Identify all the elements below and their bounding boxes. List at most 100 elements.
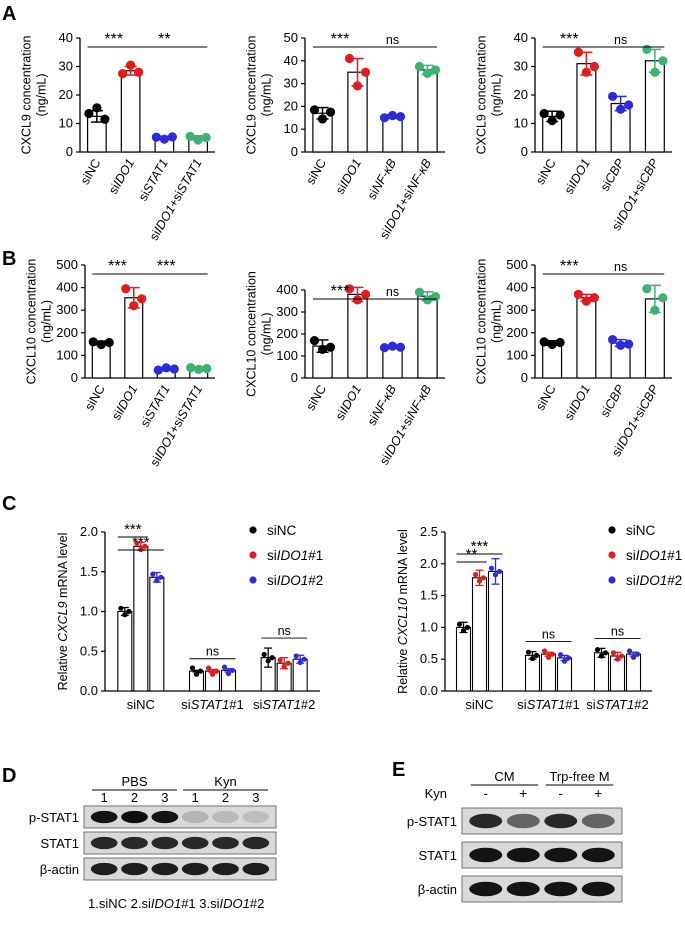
data-point <box>352 295 363 305</box>
data-point <box>618 653 625 659</box>
data-point <box>557 652 564 658</box>
x-tick-label: siNF-κB <box>365 157 399 202</box>
lane-number: 2 <box>131 790 138 805</box>
data-point <box>616 104 626 114</box>
data-point <box>281 663 287 669</box>
data-point <box>265 658 271 664</box>
panel-label-b: B <box>2 248 16 270</box>
data-point <box>430 292 441 302</box>
data-point <box>118 605 124 611</box>
bar <box>133 545 149 692</box>
x-tick-label: siNC <box>82 383 108 413</box>
x-tick-label: siIDO1 <box>333 383 364 423</box>
data-point <box>624 339 634 349</box>
x-tick-label: siNC <box>303 157 329 187</box>
data-point <box>642 284 652 294</box>
blot-band <box>90 810 118 824</box>
data-point <box>92 103 102 113</box>
x-tick-label: siNF-κB <box>365 383 399 428</box>
bar <box>576 297 597 379</box>
blot-band <box>242 836 270 850</box>
data-point <box>202 363 212 374</box>
data-point <box>209 671 216 677</box>
data-point <box>352 81 363 91</box>
data-point <box>395 112 406 122</box>
data-point <box>422 68 433 78</box>
bar <box>347 293 368 379</box>
y-tick-label: 1.5 <box>420 588 438 603</box>
data-point <box>138 546 144 553</box>
data-point <box>186 363 196 373</box>
y-tick-label: 2.5 <box>420 524 438 539</box>
chart-c1: 0.0 0.5 1.0 1.5 2.0 Relative CXCL9 mRNA level… <box>56 521 323 712</box>
data-point <box>193 671 200 677</box>
data-point <box>456 621 463 627</box>
kyn-sign: - <box>483 785 488 801</box>
kyn-sign: + <box>519 785 527 801</box>
y-axis-label: CXCL10 concentration(ng/mL) <box>25 259 54 385</box>
x-group-label: siSTAT1#1 <box>517 697 579 712</box>
legend-label: siIDO1#2 <box>267 573 323 588</box>
x-group-label: siSTAT1#2 <box>253 697 315 712</box>
data-point <box>589 61 599 72</box>
legend-label: siNC <box>626 523 655 538</box>
data-point <box>293 653 299 659</box>
x-group-label: siSTAT1#1 <box>181 697 243 712</box>
kyn-row-header: Kyn <box>425 786 447 801</box>
data-point <box>185 131 195 141</box>
blot-band <box>506 847 540 863</box>
bar <box>471 577 488 692</box>
y-tick-label: 200 <box>276 326 298 341</box>
data-point <box>325 107 336 117</box>
blot-band <box>212 810 239 824</box>
data-point <box>201 132 211 143</box>
legend-label: siIDO1#1 <box>626 548 682 563</box>
x-tick-label: siIDO1 <box>333 157 364 197</box>
data-point <box>594 647 601 653</box>
y-tick-label: 30 <box>59 59 73 74</box>
blot-band <box>121 810 148 824</box>
data-point <box>142 543 148 549</box>
data-point <box>189 665 196 671</box>
panel-label-e: E <box>392 759 405 781</box>
data-point <box>476 578 483 584</box>
y-tick-label: 400 <box>506 280 528 295</box>
blot-band <box>90 862 118 876</box>
y-tick-label: 300 <box>56 302 78 317</box>
data-point <box>650 67 660 77</box>
y-tick-label: 0 <box>66 144 73 159</box>
y-axis-label: CXCL10 concentration(ng/mL) <box>475 259 504 385</box>
data-point <box>565 655 572 661</box>
bar <box>117 610 133 692</box>
y-axis-label: Relative CXCL9 mRNA level <box>56 533 70 691</box>
data-point <box>344 53 355 64</box>
data-point <box>616 340 626 350</box>
data-point <box>472 572 479 578</box>
blot-row-label: p-STAT1 <box>29 810 79 825</box>
data-point <box>624 100 634 110</box>
blot-band <box>151 810 179 824</box>
x-tick-label: siCBP <box>598 156 628 194</box>
data-point <box>301 656 307 662</box>
x-group-label: siNC <box>127 697 155 712</box>
significance-label: *** <box>132 534 150 551</box>
kyn-sign: + <box>594 785 602 801</box>
chart-a2: 0 10 20 30 40 50 CXCL9 concentration(ng/mL) siN… <box>245 30 445 241</box>
significance-label: ns <box>614 33 627 47</box>
data-point <box>488 565 495 571</box>
data-point <box>430 65 441 75</box>
data-point <box>197 668 204 674</box>
data-point <box>541 648 548 654</box>
data-point <box>104 337 114 348</box>
x-group-label: siNC <box>465 697 493 712</box>
blot-band <box>181 862 209 876</box>
western-blot-e: p-STAT1 STAT1 β-actin - + - + Kyn CM Trp-free M <box>407 769 623 903</box>
bar <box>149 576 165 692</box>
chart-c2: 0.0 0.5 1.0 1.5 2.0 2.5 Relative CXCL10 mRNA l… <box>396 523 682 712</box>
y-tick-label: 400 <box>56 280 78 295</box>
y-tick-label: 10 <box>59 116 73 131</box>
data-point <box>529 655 536 662</box>
